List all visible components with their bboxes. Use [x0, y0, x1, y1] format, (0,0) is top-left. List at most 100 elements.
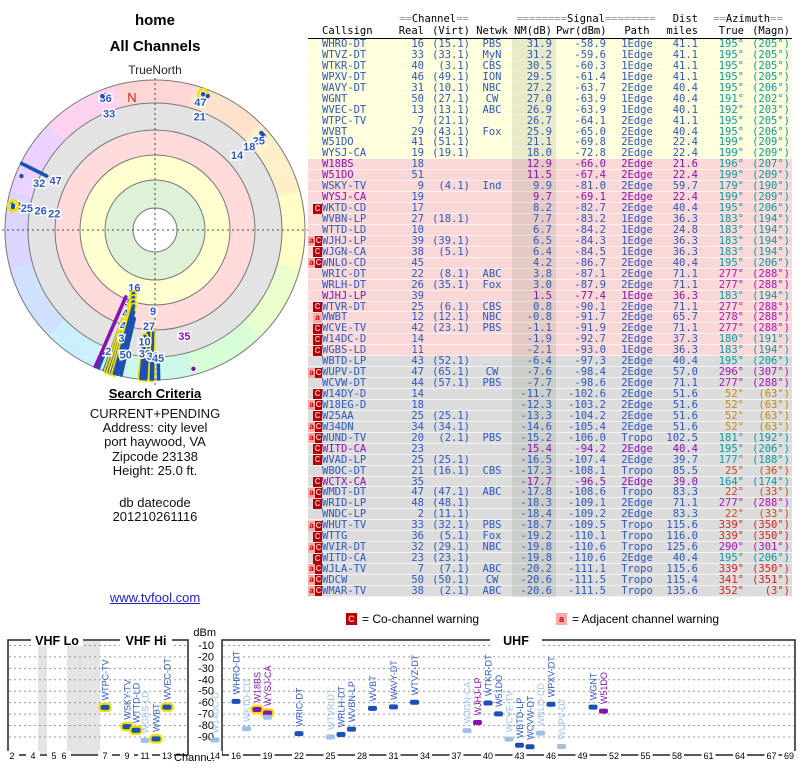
- station-bar: [242, 726, 251, 732]
- table-row: a C WUPV-DT 47 (65.1) CW -7.6 -98.4 2Edge 57.0 296…: [308, 367, 792, 379]
- spoke-channel-label: 9: [150, 306, 156, 318]
- station-label: WVEC-DT: [163, 658, 173, 700]
- station-label: WTVR-DT: [326, 688, 336, 730]
- table-row: WPXV-DT 46 (49.1) ION 29.5 -61.4 1Edge 41.1 195°…: [308, 71, 792, 83]
- cell-magn-azimuth: (3°): [764, 585, 790, 597]
- db-datecode-label: db datecode: [119, 495, 191, 510]
- cell-netwk: [472, 203, 512, 214]
- co-channel-icon: C: [313, 345, 322, 356]
- cell-nm: -20.6: [512, 574, 556, 586]
- cell-netwk: Fox: [482, 126, 502, 138]
- cell-virt: (25.1): [432, 410, 470, 422]
- station-dot: [205, 93, 210, 99]
- channel-tick-label: 11: [140, 751, 149, 761]
- cell-pwr: -102.6: [568, 389, 606, 400]
- cell-callsign: WHUT-TV: [322, 520, 367, 532]
- station-label: WJGN-CA: [463, 682, 473, 724]
- cell-miles: 71.1: [672, 279, 698, 291]
- cell-callsign: WCVW-DT: [322, 378, 367, 389]
- station-bar: [231, 698, 241, 704]
- cell-callsign: WNLO-CD: [322, 257, 367, 269]
- station-spoke: [115, 310, 136, 376]
- channel-tick-label: 9: [124, 751, 129, 761]
- cell-magn-azimuth: (350°): [752, 520, 790, 532]
- cell-miles: 51.6: [672, 399, 698, 411]
- cell-virt: (13.1): [432, 104, 470, 116]
- spoke-channel-label: 32: [33, 178, 45, 190]
- cell-real: 7: [417, 564, 424, 575]
- cell-path: 2Edge: [621, 454, 653, 466]
- cell-callsign: WJLA-TV: [322, 564, 367, 575]
- channel-tick-label: 67: [766, 751, 776, 761]
- table-row: W51DO 51 11.5 -67.4 2Edge 22.4 199° (209°): [308, 170, 792, 182]
- table-row: C WITD-CA 23 -15.4 -94.2 2Edge 40.4 195° (206°): [308, 443, 792, 455]
- adjacent-channel-icon: a: [308, 367, 315, 378]
- co-channel-icon: C: [315, 487, 322, 498]
- cell-virt: [424, 192, 472, 203]
- table-row: C W14DC-D 14 -1.9 -92.7 2Edge 37.3 180° (191°): [308, 334, 792, 346]
- cell-path: Tropo: [621, 487, 653, 499]
- cell-miles: 22.4: [672, 192, 698, 204]
- spoke-channel-label: 50: [120, 350, 132, 362]
- db-datecode: db datecode 201210261116: [0, 495, 310, 524]
- cell-nm: -18.3: [512, 498, 556, 510]
- cell-pwr: -66.0: [574, 159, 606, 171]
- cell-path: 2Edge: [621, 553, 653, 564]
- cell-nm: -18.4: [512, 509, 556, 521]
- station-bar: [263, 714, 272, 720]
- cell-pwr: -104.2: [568, 410, 606, 422]
- cell-path: 1Edge: [621, 60, 653, 72]
- co-channel-icon: C: [313, 553, 322, 564]
- cell-pwr: -60.3: [574, 60, 606, 72]
- cell-magn-azimuth: (33°): [758, 487, 790, 499]
- cell-pwr: -108.1: [568, 465, 606, 477]
- station-bar: [210, 737, 220, 743]
- cell-magn-azimuth: (206°): [752, 257, 790, 269]
- tvfool-link[interactable]: www.tvfool.com: [109, 590, 201, 605]
- table-row: a C WVIR-DT 32 (29.1) NBC -19.8 -110.6 Tropo 125.…: [308, 542, 792, 554]
- cell-warning: [308, 280, 322, 291]
- cell-magn-azimuth: (194°): [752, 214, 790, 225]
- cell-netwk: [472, 225, 512, 236]
- tick-bg: [355, 751, 369, 760]
- cell-nm: -17.7: [512, 476, 556, 488]
- tick-bg: [449, 751, 464, 760]
- cell-path: 1Edge: [621, 49, 653, 61]
- cell-virt: (49.1): [432, 71, 470, 83]
- tick-bg: [481, 751, 495, 760]
- cell-true-azimuth: 52°: [725, 421, 744, 433]
- cell-path: 2Edge: [621, 367, 653, 379]
- cell-nm: 18.0: [512, 148, 556, 160]
- table-row: a WWBT 12 (12.1) NBC -0.8 -91.7 2Edge 65.7 278° (2…: [308, 312, 792, 324]
- cell-callsign: W14DY-D: [322, 389, 367, 400]
- cell-nm: -20.2: [512, 564, 556, 575]
- cell-pwr: -111.1: [568, 564, 606, 575]
- cell-miles: 21.6: [672, 159, 698, 171]
- dbm-tick-label: -40: [198, 674, 214, 686]
- cell-nm: 7.7: [512, 214, 556, 225]
- cell-path: 1Edge: [621, 224, 653, 236]
- cell-callsign: WYSJ-CA: [322, 148, 367, 160]
- spoke-channel-label: 22: [48, 209, 60, 221]
- cell-miles: 41.1: [672, 49, 698, 61]
- cell-netwk: [472, 455, 512, 466]
- channel-tick-label: 13: [162, 751, 172, 761]
- co-channel-icon: C: [313, 247, 322, 258]
- cell-netwk: Ind: [482, 181, 502, 193]
- cell-real: 51: [411, 170, 424, 182]
- cell-magn-azimuth: (288°): [752, 498, 790, 510]
- cell-callsign: WJHJ-LP: [322, 290, 367, 302]
- cell-warning: C: [308, 345, 322, 356]
- cell-real: 25: [411, 301, 424, 313]
- station-label: WTTD-LD: [132, 682, 142, 723]
- cell-virt: (4.1): [438, 181, 470, 193]
- cell-path: 2Edge: [621, 159, 653, 171]
- cell-netwk: [472, 116, 512, 127]
- col-path: Path: [624, 25, 650, 37]
- cell-pwr: -59.6: [574, 49, 606, 61]
- cell-real: 26: [411, 279, 424, 291]
- cell-warning: [308, 137, 322, 148]
